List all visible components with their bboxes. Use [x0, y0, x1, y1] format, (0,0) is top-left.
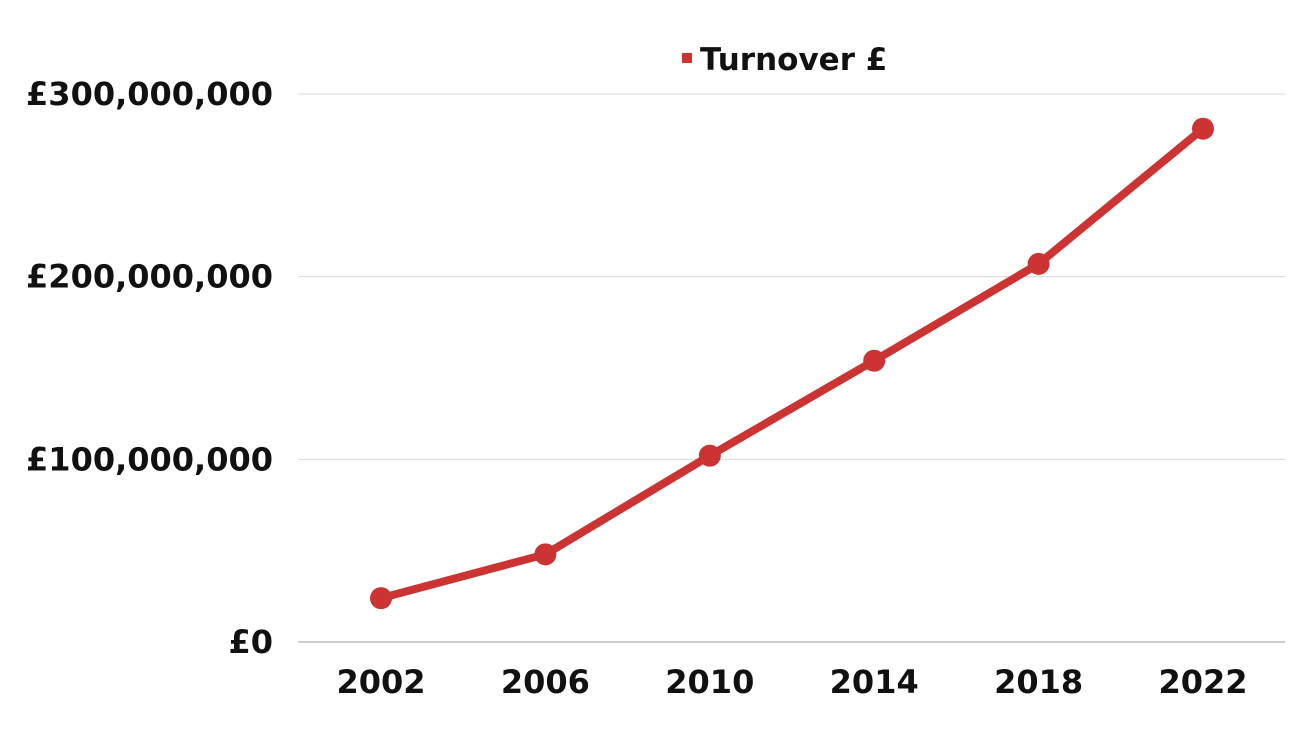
data-point: [1027, 252, 1050, 275]
legend-label: Turnover £: [700, 42, 887, 78]
x-tick-label: 2018: [994, 663, 1083, 701]
x-tick-label: 2006: [501, 663, 590, 701]
x-tick-label: 2002: [336, 663, 425, 701]
data-point: [1192, 117, 1214, 140]
series-turnover: [370, 117, 1214, 610]
y-tick-label: £0: [228, 623, 273, 661]
data-point: [534, 543, 557, 566]
x-axis-tick-labels: 2002 2006 2010 2014 2018 2022: [336, 663, 1247, 701]
legend-swatch: [682, 53, 692, 63]
y-tick-label: £200,000,000: [26, 258, 273, 296]
series-line: [377, 124, 1207, 603]
x-tick-label: 2010: [665, 663, 754, 701]
y-axis-tick-labels: £0 £100,000,000 £200,000,000 £300,000,000: [26, 75, 273, 661]
data-point: [698, 444, 721, 467]
x-tick-label: 2014: [830, 663, 919, 701]
legend: Turnover £: [682, 42, 887, 78]
gridlines: [298, 93, 1285, 643]
x-tick-label: 2022: [1158, 663, 1247, 701]
y-tick-label: £100,000,000: [26, 440, 273, 478]
data-point: [863, 349, 886, 372]
y-tick-label: £300,000,000: [26, 75, 273, 113]
data-point: [370, 587, 392, 610]
